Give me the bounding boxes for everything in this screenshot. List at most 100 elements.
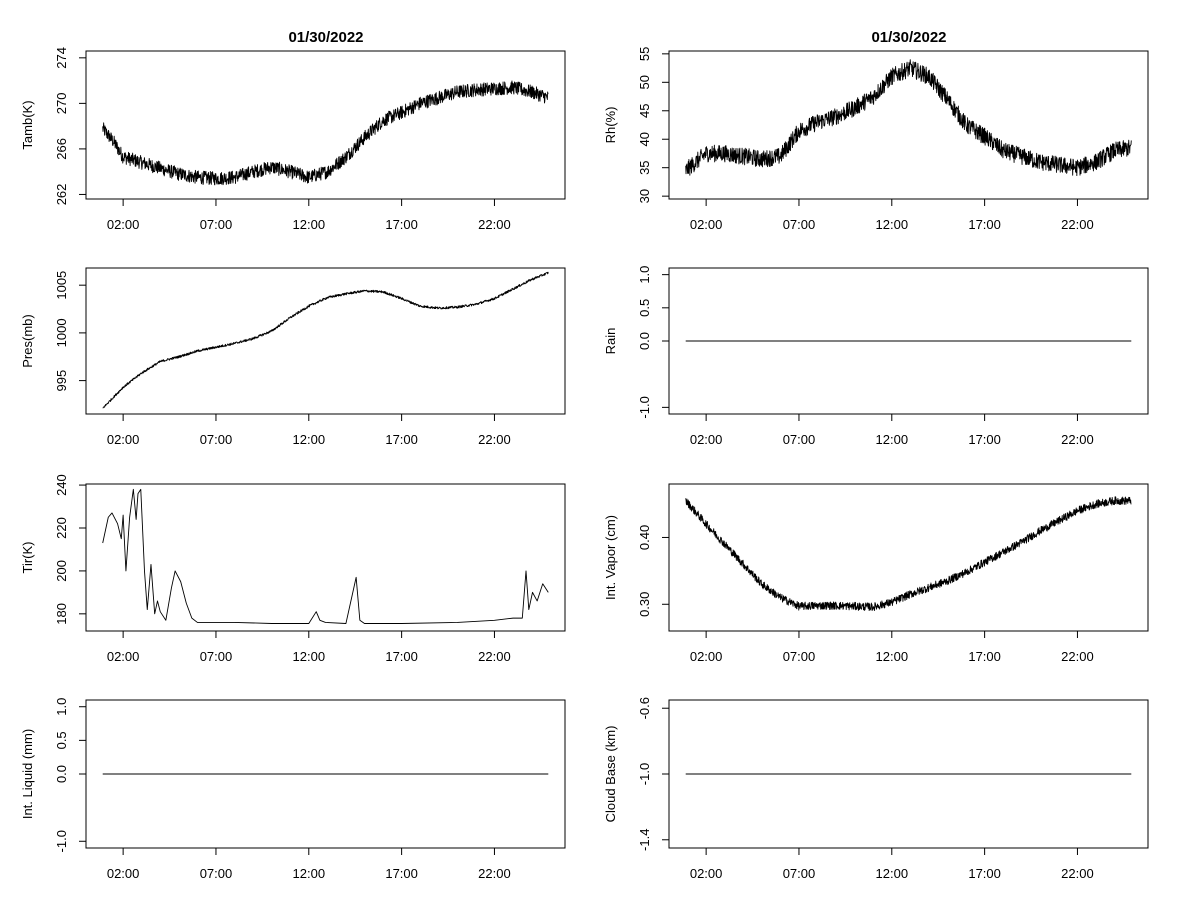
- y-tick-label: 55: [637, 47, 652, 61]
- panel-rh: 02:00 07:00 12:00 17:00 22:00 30 35 40 45 50 55 Rh(…: [603, 47, 1149, 232]
- series-line-tir: [102, 488, 549, 624]
- y-tick-label: 30: [637, 189, 652, 203]
- y-tick-label: 200: [54, 560, 69, 582]
- y-axis-vapor: 0.30 0.40: [637, 525, 669, 617]
- panel-liquid: 02:00 07:00 12:00 17:00 22:00 -1.0 0.0 0.5 1.0 In…: [20, 698, 566, 881]
- x-tick-label: 22:00: [478, 432, 511, 447]
- x-tick-label: 07:00: [200, 649, 233, 664]
- series-line-vapor: [685, 496, 1132, 612]
- x-tick-label: 22:00: [478, 649, 511, 664]
- x-tick-label: 07:00: [200, 217, 233, 232]
- x-tick-label: 07:00: [783, 866, 816, 881]
- y-tick-label: 995: [54, 370, 69, 392]
- x-axis-cloudbase: 02:00 07:00 12:00 17:00 22:00: [690, 848, 1094, 881]
- x-tick-label: 02:00: [107, 217, 140, 232]
- y-axis-liquid: -1.0 0.0 0.5 1.0: [54, 698, 86, 852]
- x-tick-label: 22:00: [1061, 432, 1094, 447]
- y-axis-rh: 30 35 40 45 50 55: [637, 47, 669, 203]
- y-tick-label: 1.0: [54, 698, 69, 716]
- series-line-tamb: [102, 80, 549, 186]
- y-tick-label: -0.6: [637, 697, 652, 719]
- y-tick-label: 0.40: [637, 525, 652, 550]
- x-tick-label: 07:00: [783, 217, 816, 232]
- x-tick-label: 22:00: [1061, 866, 1094, 881]
- y-tick-label: 0.5: [54, 731, 69, 749]
- x-axis-tir: 02:00 07:00 12:00 17:00 22:00: [107, 631, 511, 664]
- y-tick-label: 270: [54, 93, 69, 115]
- y-axis-pres: 995 1000 1005: [54, 271, 86, 392]
- x-tick-label: 22:00: [1061, 217, 1094, 232]
- x-tick-label: 02:00: [107, 432, 140, 447]
- y-tick-label: 35: [637, 160, 652, 174]
- y-tick-label: 1000: [54, 318, 69, 347]
- x-tick-label: 12:00: [293, 649, 326, 664]
- x-tick-label: 17:00: [385, 649, 418, 664]
- title-left: 01/30/2022: [288, 29, 363, 46]
- panel-tamb: 02:00 07:00 12:00 17:00 22:00 262 266 270 274 Tam…: [20, 47, 566, 232]
- x-tick-label: 02:00: [690, 649, 723, 664]
- series-line-pres: [102, 271, 549, 409]
- y-tick-label: -1.4: [637, 829, 652, 851]
- y-tick-label: -1.0: [54, 830, 69, 852]
- y-tick-label: 0.0: [637, 332, 652, 350]
- y-tick-label: 1005: [54, 271, 69, 300]
- y-axis-rain: -1.0 0.0 0.5 1.0: [637, 266, 669, 419]
- panel-tir: 02:00 07:00 12:00 17:00 22:00 180 200 220 240 Tir…: [20, 474, 566, 664]
- x-tick-label: 12:00: [876, 217, 909, 232]
- y-tick-label: 0.30: [637, 592, 652, 617]
- x-tick-label: 12:00: [293, 432, 326, 447]
- y-axis-title-rh: Rh(%): [603, 107, 618, 144]
- y-axis-title-rain: Rain: [603, 328, 618, 355]
- x-axis-liquid: 02:00 07:00 12:00 17:00 22:00: [107, 848, 511, 881]
- y-tick-label: -1.0: [637, 763, 652, 785]
- x-tick-label: 12:00: [876, 866, 909, 881]
- x-tick-label: 17:00: [385, 217, 418, 232]
- x-tick-label: 17:00: [968, 432, 1001, 447]
- panel-rain: 02:00 07:00 12:00 17:00 22:00 -1.0 0.0 0.5 1.0 Ra…: [603, 266, 1149, 447]
- plot-frame-pres: [85, 267, 566, 415]
- panel-pres: 02:00 07:00 12:00 17:00 22:00 995 1000 1005 Pres…: [20, 267, 566, 447]
- x-tick-label: 07:00: [200, 866, 233, 881]
- y-tick-label: 40: [637, 132, 652, 146]
- x-tick-label: 22:00: [1061, 649, 1094, 664]
- x-tick-label: 22:00: [478, 866, 511, 881]
- x-tick-label: 02:00: [690, 432, 723, 447]
- x-tick-label: 12:00: [876, 432, 909, 447]
- y-axis-title-tamb: Tamb(K): [20, 100, 35, 149]
- y-axis-title-vapor: Int. Vapor (cm): [603, 515, 618, 600]
- y-tick-label: 0.5: [637, 299, 652, 317]
- y-tick-label: 274: [54, 47, 69, 69]
- y-axis-title-tir: Tir(K): [20, 541, 35, 573]
- y-axis-cloudbase: -1.4 -1.0 -0.6: [637, 697, 669, 851]
- x-tick-label: 02:00: [107, 866, 140, 881]
- plot-frame-rh: [668, 50, 1149, 200]
- x-tick-label: 17:00: [968, 649, 1001, 664]
- x-tick-label: 12:00: [293, 217, 326, 232]
- y-axis-title-pres: Pres(mb): [20, 314, 35, 367]
- y-tick-label: 266: [54, 138, 69, 160]
- x-tick-label: 17:00: [968, 217, 1001, 232]
- y-tick-label: 262: [54, 184, 69, 206]
- y-axis-tamb: 262 266 270 274: [54, 47, 86, 205]
- x-axis-vapor: 02:00 07:00 12:00 17:00 22:00: [690, 631, 1094, 664]
- panel-vapor: 02:00 07:00 12:00 17:00 22:00 0.30 0.40 Int. Va…: [603, 483, 1149, 664]
- x-tick-label: 02:00: [107, 649, 140, 664]
- plot-frame-tamb: [85, 50, 566, 200]
- x-tick-label: 17:00: [385, 432, 418, 447]
- y-tick-label: 220: [54, 517, 69, 539]
- y-axis-title-cloudbase: Cloud Base (km): [603, 726, 618, 823]
- y-axis-tir: 180 200 220 240: [54, 474, 86, 625]
- y-axis-title-liquid: Int. Liquid (mm): [20, 729, 35, 819]
- y-tick-label: 1.0: [637, 266, 652, 284]
- x-tick-label: 07:00: [200, 432, 233, 447]
- x-tick-label: 02:00: [690, 217, 723, 232]
- x-tick-label: 02:00: [690, 866, 723, 881]
- series-line-rh: [685, 59, 1132, 177]
- y-tick-label: 240: [54, 474, 69, 496]
- y-tick-label: 50: [637, 75, 652, 89]
- y-tick-label: 180: [54, 603, 69, 625]
- x-tick-label: 22:00: [478, 217, 511, 232]
- plot-frame-tir: [85, 483, 566, 632]
- x-axis-rh: 02:00 07:00 12:00 17:00 22:00: [690, 199, 1094, 232]
